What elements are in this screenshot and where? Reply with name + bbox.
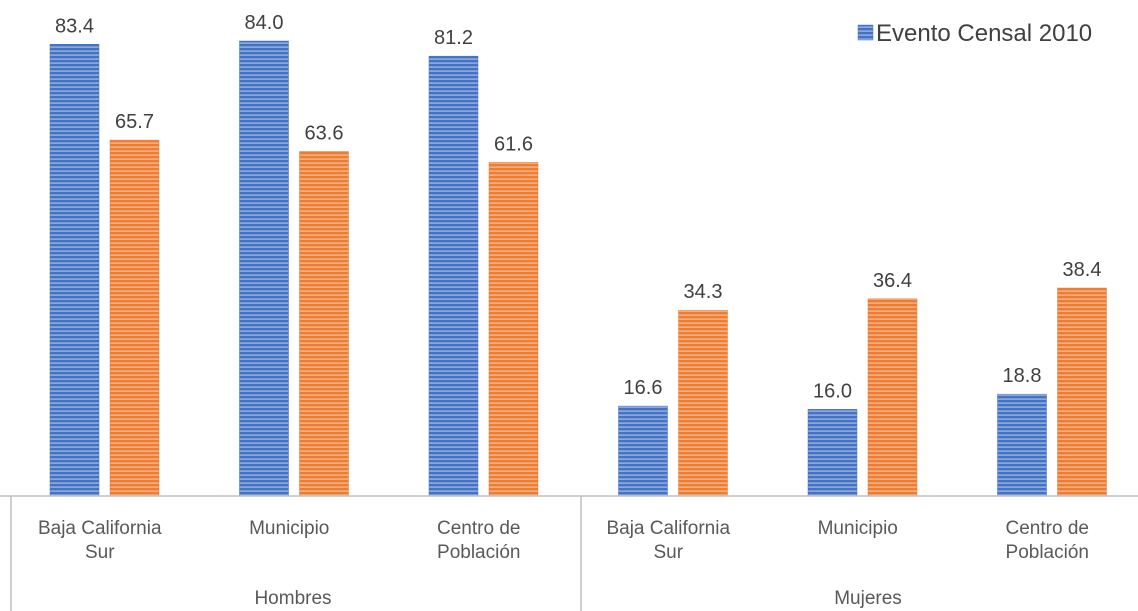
data-label-series2-cat1: 65.7 <box>115 111 154 133</box>
bar-series2-cat4 <box>678 309 728 497</box>
data-label-series1-cat2: 84.0 <box>245 12 284 34</box>
group-label-mujeres: Mujeres <box>834 588 902 609</box>
bar-series1-cat3 <box>428 55 479 497</box>
data-label-series1-cat5: 16.0 <box>813 380 852 402</box>
data-label-series1-cat4: 16.6 <box>624 377 663 399</box>
category-label-line: Población <box>437 542 520 563</box>
data-label-series2-cat6: 38.4 <box>1063 259 1102 281</box>
category-label: Municipio <box>818 518 898 539</box>
category-label-line: Municipio <box>818 518 898 539</box>
bar-series1-cat2 <box>239 40 289 497</box>
category-axis: Baja California Sur Municipio Centro de Pobl… <box>0 495 1138 611</box>
category-label-line: Municipio <box>249 518 329 539</box>
data-label-series2-cat4: 34.3 <box>684 281 723 303</box>
category-label-line: Centro de <box>437 518 520 539</box>
bar-series2-cat6 <box>1057 287 1107 497</box>
bar-series1-cat6 <box>997 393 1047 497</box>
data-label-series2-cat2: 63.6 <box>305 123 344 145</box>
category-label: Municipio <box>249 518 329 539</box>
data-label-series1-cat3: 81.2 <box>434 27 473 49</box>
bars-layer: 83.4 84.0 81.2 16.6 16.0 18.8 65.7 63.6 61.6 34.3… <box>49 12 1107 497</box>
bar-series2-cat5 <box>867 298 918 497</box>
legend-label-series1: Evento Censal 2010 <box>876 20 1092 47</box>
category-label-line: Sur <box>85 542 115 563</box>
bar-series1-cat5 <box>807 409 858 497</box>
legend-swatch-series1 <box>857 24 874 41</box>
bar-series1-cat1 <box>49 44 100 497</box>
category-label: Centro de Población <box>1006 518 1089 563</box>
category-label-line: Población <box>1006 542 1089 563</box>
group-label-hombres: Hombres <box>254 588 331 609</box>
category-label-line: Baja California <box>606 518 730 539</box>
bar-series2-cat1 <box>109 139 160 497</box>
category-label-line: Sur <box>653 542 683 563</box>
category-label: Centro de Población <box>437 518 520 563</box>
legend: Evento Censal 2010 <box>857 20 1092 47</box>
bar-series2-cat2 <box>299 151 349 497</box>
data-label-series1-cat1: 83.4 <box>55 15 94 37</box>
category-label-line: Baja California <box>38 518 162 539</box>
category-label: Baja California Sur <box>38 518 162 563</box>
bar-series1-cat4 <box>618 405 668 497</box>
data-label-series1-cat6: 18.8 <box>1003 365 1042 387</box>
bar-series2-cat3 <box>488 162 539 497</box>
category-label: Baja California Sur <box>606 518 730 563</box>
data-label-series2-cat3: 61.6 <box>494 133 533 155</box>
data-label-series2-cat5: 36.4 <box>873 270 912 292</box>
category-label-line: Centro de <box>1006 518 1089 539</box>
